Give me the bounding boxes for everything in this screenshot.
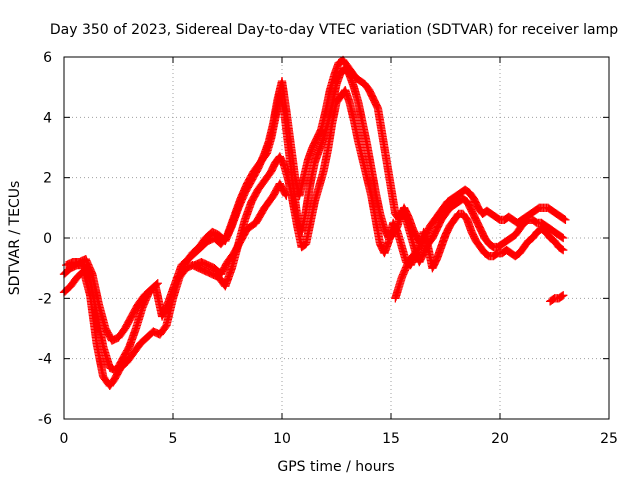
y-axis-label: SDTVAR / TECUs	[7, 181, 23, 296]
data-point	[557, 291, 567, 301]
x-tick-label: 5	[169, 431, 178, 447]
data-point	[153, 279, 162, 288]
y-tick-label: 4	[43, 110, 52, 126]
y-tick-label: -4	[38, 352, 52, 368]
data-point	[557, 245, 567, 254]
data-point	[281, 190, 290, 199]
x-tick-labels: 0 5 10 15 20 25	[60, 431, 618, 447]
chart-title: Day 350 of 2023, Sidereal Day-to-day VTE…	[50, 22, 618, 38]
axis-ticks	[63, 56, 610, 420]
series-track-b	[59, 64, 568, 375]
y-tick-label: 6	[43, 50, 52, 66]
x-tick-label: 0	[60, 431, 69, 447]
y-tick-label: 2	[43, 171, 52, 187]
data-point	[559, 291, 568, 300]
data-point	[409, 250, 419, 259]
data-point	[559, 245, 568, 255]
data-point	[282, 191, 291, 200]
data-point	[152, 280, 161, 289]
data-point	[410, 248, 420, 258]
data-point	[561, 215, 570, 225]
x-tick-label: 15	[382, 431, 400, 447]
y-tick-label: -6	[38, 412, 52, 428]
x-tick-label: 25	[600, 431, 618, 447]
y-tick-labels: -6 -4 -2 0 2 4 6	[38, 50, 52, 428]
x-axis-label: GPS time / hours	[277, 459, 394, 475]
data-points	[59, 55, 570, 390]
y-tick-label: -2	[38, 291, 52, 307]
x-tick-label: 10	[273, 431, 291, 447]
data-point	[557, 233, 567, 242]
series-track-d	[190, 179, 568, 306]
data-point	[560, 214, 569, 224]
x-tick-label: 20	[491, 431, 509, 447]
data-point	[559, 233, 568, 243]
series-track-c	[62, 55, 570, 345]
y-tick-label: 0	[43, 231, 52, 247]
